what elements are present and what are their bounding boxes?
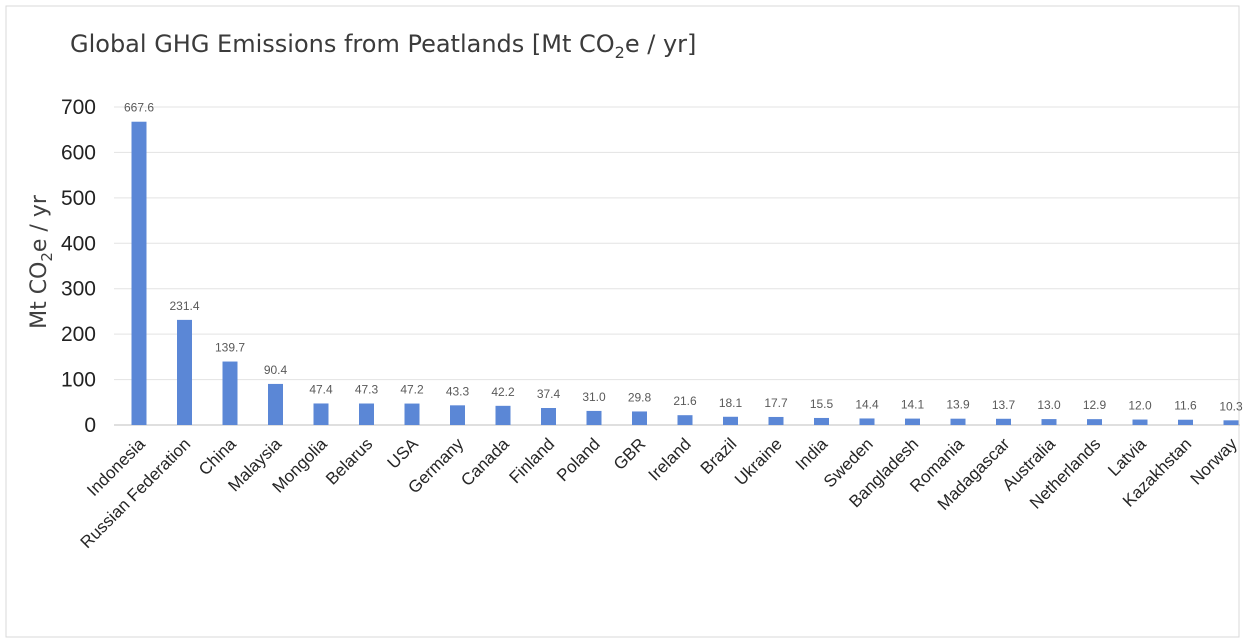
y-tick-label: 500 xyxy=(61,187,96,210)
y-axis-label-suffix: e / yr xyxy=(27,194,52,252)
bar xyxy=(814,417,829,425)
data-label: 21.6 xyxy=(673,394,697,408)
bar xyxy=(905,418,920,425)
bars xyxy=(131,121,1239,425)
data-label: 42.2 xyxy=(491,385,515,399)
data-label: 43.3 xyxy=(446,384,470,398)
bar xyxy=(950,418,966,425)
bar xyxy=(859,418,875,425)
chart-title-main: Global GHG Emissions from Peatlands [Mt … xyxy=(70,30,615,58)
bar xyxy=(996,418,1011,425)
bar xyxy=(222,361,238,425)
chart-title-suffix: e / yr] xyxy=(625,30,697,58)
y-tick-label: 700 xyxy=(61,96,96,119)
data-label: 18.1 xyxy=(719,396,743,410)
data-label: 47.4 xyxy=(309,382,333,396)
bar xyxy=(677,415,693,425)
data-label: 37.4 xyxy=(537,387,561,401)
bar xyxy=(586,410,602,425)
data-label: 13.7 xyxy=(992,398,1016,412)
data-label: 11.6 xyxy=(1174,399,1197,413)
data-label: 90.4 xyxy=(264,363,288,377)
data-label: 14.4 xyxy=(855,397,879,411)
y-tick-label: 600 xyxy=(61,141,96,164)
data-label: 13.0 xyxy=(1037,398,1061,412)
bar xyxy=(723,416,738,425)
data-label: 14.1 xyxy=(901,398,925,412)
data-label: 10.3 xyxy=(1219,399,1243,413)
y-tick-label: 400 xyxy=(61,232,96,255)
chart-frame xyxy=(5,5,1240,638)
gridlines xyxy=(114,106,1240,426)
data-label: 231.4 xyxy=(169,299,199,313)
bar xyxy=(359,403,374,425)
bar xyxy=(768,416,784,425)
y-tick-label: 200 xyxy=(61,323,96,346)
bar xyxy=(541,408,556,425)
y-tick-label: 300 xyxy=(61,278,96,301)
data-label: 139.7 xyxy=(215,341,245,355)
y-axis-ticks: 0 100 200 300 400 500 600 700 xyxy=(61,96,96,437)
bar xyxy=(131,121,147,425)
data-label: 47.2 xyxy=(400,383,424,397)
bar xyxy=(1087,419,1102,425)
y-tick-label: 0 xyxy=(84,414,96,437)
data-labels: 667.6 231.4 139.7 90.4 47.4 47.3 47.2 43.3 42.2 3… xyxy=(124,101,1243,414)
bar xyxy=(1132,419,1148,425)
data-label: 13.9 xyxy=(946,398,970,412)
y-axis-label-main: Mt CO xyxy=(27,262,52,329)
bar xyxy=(632,411,647,425)
y-axis-label-subscript: 2 xyxy=(38,252,56,262)
bar xyxy=(1223,420,1239,425)
data-label: 29.8 xyxy=(628,390,652,404)
bar xyxy=(1041,419,1057,425)
data-label: 12.0 xyxy=(1128,399,1152,413)
bar xyxy=(404,403,420,425)
bar xyxy=(268,383,283,425)
data-label: 17.7 xyxy=(764,396,788,410)
bar xyxy=(1178,419,1193,425)
data-label: 667.6 xyxy=(124,101,154,115)
data-label: 31.0 xyxy=(582,390,606,404)
chart-title-subscript: 2 xyxy=(615,43,625,62)
data-label: 12.9 xyxy=(1083,398,1107,412)
bar xyxy=(313,403,329,425)
bar xyxy=(495,405,511,425)
data-label: 15.5 xyxy=(810,397,834,411)
chart-title: Global GHG Emissions from Peatlands [Mt … xyxy=(70,30,696,62)
bar xyxy=(450,405,465,425)
y-tick-label: 100 xyxy=(61,369,96,392)
y-axis-label: Mt CO2e / yr xyxy=(27,194,56,329)
bar xyxy=(177,319,192,425)
data-label: 47.3 xyxy=(355,383,379,397)
